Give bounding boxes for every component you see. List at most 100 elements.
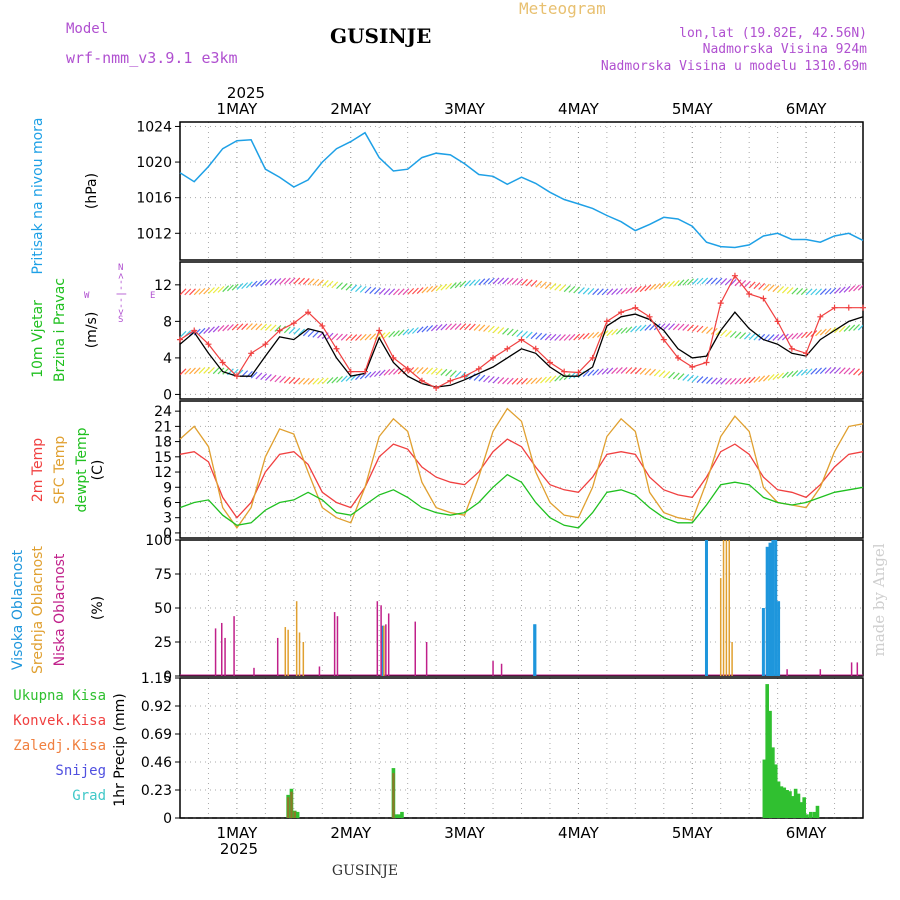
wind-barb — [582, 287, 590, 295]
gust-marker — [361, 368, 368, 375]
svg-text:Visoka Oblacnost: Visoka Oblacnost — [10, 549, 26, 670]
wind-barb — [853, 368, 860, 376]
precip-total-bar — [805, 814, 809, 818]
credit-text: made by Angel — [870, 543, 888, 656]
precip-total-bar — [771, 747, 775, 818]
wind-barb — [340, 282, 348, 290]
station-title: GUSINJE — [330, 24, 431, 48]
wind-barb — [639, 367, 647, 375]
wind-barb — [222, 285, 230, 293]
wind-barb — [696, 277, 704, 285]
top-day-label: 5MAY — [672, 100, 714, 118]
wind-barb — [587, 287, 595, 295]
precip-total-bar — [779, 786, 784, 818]
wind-barb — [317, 279, 324, 287]
gust-marker — [774, 318, 781, 325]
gust-marker — [447, 377, 454, 384]
cloud-high-bar — [381, 625, 385, 676]
y-tick-label: 1024 — [136, 119, 172, 135]
wind-barb — [227, 284, 234, 292]
wind-barb — [663, 323, 671, 331]
svg-text:Niska Oblacnost: Niska Oblacnost — [52, 553, 68, 666]
wind-barb — [687, 374, 694, 382]
wind-barb — [383, 368, 391, 376]
wind-barb — [668, 323, 675, 331]
wind-barb — [288, 277, 296, 285]
wind-barb — [729, 278, 737, 286]
wind-barb — [208, 367, 215, 374]
wind-barb — [800, 368, 808, 376]
wind-barb — [630, 286, 638, 294]
wind-barb — [435, 284, 443, 292]
wind-barb — [245, 281, 253, 289]
pressure-line — [179, 131, 864, 249]
wind-barb — [198, 327, 206, 335]
wind-barb — [796, 369, 804, 377]
wind-barb — [421, 286, 429, 294]
wind-barb — [587, 369, 595, 377]
wind-barb — [786, 333, 794, 341]
wind-barb — [810, 288, 818, 296]
wind-barb — [511, 329, 519, 337]
wind-barb — [625, 367, 633, 374]
wind-barb — [336, 282, 343, 290]
y-tick-label: 1012 — [136, 226, 172, 242]
wind-barb — [672, 323, 680, 331]
wind-barb — [264, 324, 272, 331]
wind-barb — [345, 334, 353, 341]
wind-barb — [516, 377, 524, 385]
wind-barb — [307, 278, 315, 286]
precip-total-bar — [394, 814, 399, 818]
wind-barb — [203, 367, 211, 374]
wind-barb — [658, 370, 666, 378]
temp2m-line — [179, 438, 864, 519]
y-tick-label: 0.69 — [141, 727, 172, 743]
wind-barb — [748, 376, 756, 384]
wind-barb — [407, 287, 415, 295]
wind-barb — [516, 278, 524, 286]
wind-barb — [440, 283, 448, 291]
wind-barb — [530, 332, 538, 340]
wind-barb — [336, 333, 343, 341]
wind-barb — [180, 368, 187, 376]
wind-barb — [440, 368, 448, 376]
wind-barb — [729, 377, 737, 385]
wind-barb — [180, 288, 187, 296]
wind-barb — [634, 367, 642, 375]
wind-barb — [805, 368, 813, 376]
y-tick-label: 15 — [154, 450, 172, 466]
wind-barb — [720, 278, 728, 285]
wind-barb — [525, 377, 533, 385]
bottom-day-label: 5MAY — [672, 824, 714, 842]
wind-barb — [516, 330, 524, 338]
wind-barb — [615, 327, 623, 335]
gust-marker — [788, 345, 795, 352]
wind-barb — [568, 285, 576, 293]
wind-barb — [359, 285, 367, 293]
cloud-high-bar — [533, 624, 537, 676]
wind-barb — [293, 277, 301, 285]
wind-barb — [559, 284, 566, 292]
top-day-label: 2MAY — [330, 100, 372, 118]
wind-barb — [753, 376, 761, 383]
wind-barb — [563, 285, 571, 293]
svg-text:(m/s): (m/s) — [84, 312, 100, 349]
wind-barb — [729, 330, 737, 338]
wind-barb — [582, 332, 590, 340]
wind-barb — [696, 325, 704, 333]
wind-barb — [506, 377, 514, 385]
wind-barb — [625, 326, 633, 334]
wind-barb — [767, 284, 775, 292]
wind-barb — [231, 323, 239, 331]
wind-barb — [378, 287, 386, 295]
wind-barb — [577, 287, 585, 294]
wind-barb — [269, 374, 277, 382]
gust-marker — [518, 336, 525, 343]
wind-barb — [350, 334, 358, 341]
y-tick-label: 0.46 — [141, 755, 172, 771]
top-day-label: 6MAY — [786, 100, 828, 118]
wind-barb — [677, 373, 685, 381]
gust-marker — [618, 309, 625, 316]
svg-text:Brzina i Pravac: Brzina i Pravac — [52, 278, 68, 382]
wind-barb — [829, 367, 837, 374]
